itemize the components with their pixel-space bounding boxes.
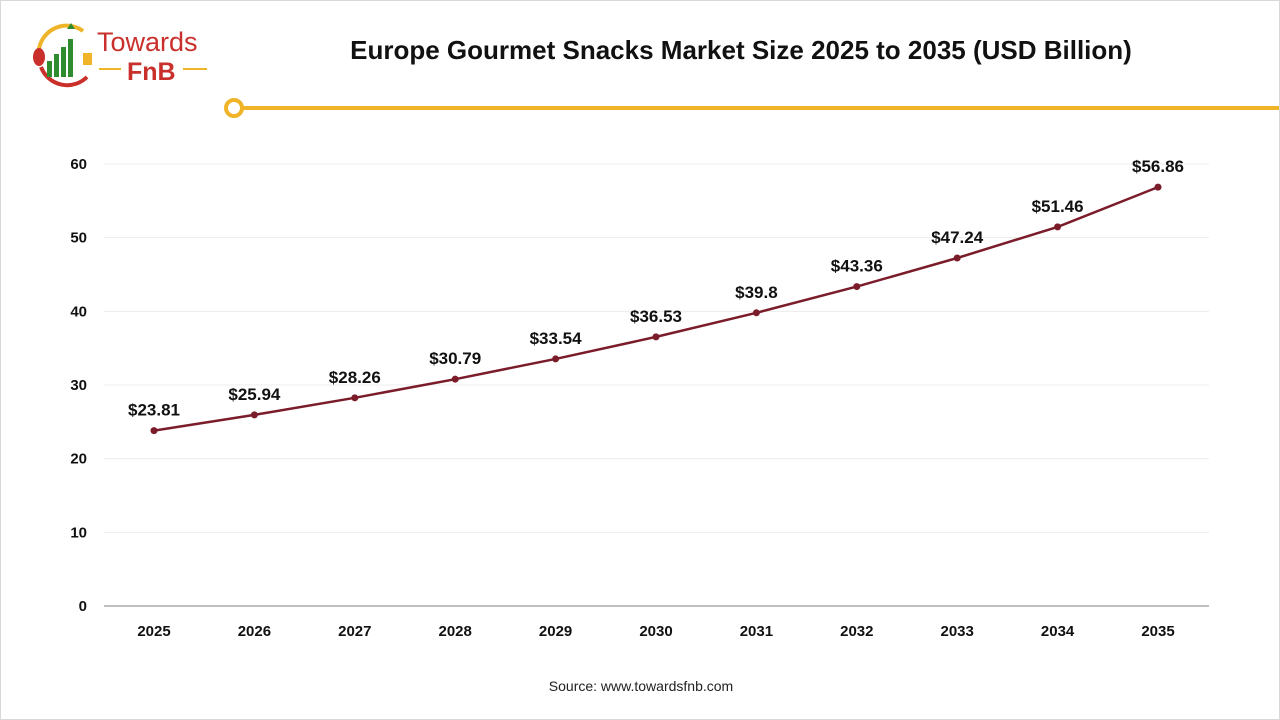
y-tick-label: 50	[70, 230, 87, 247]
y-tick-label: 60	[70, 156, 87, 173]
towards-fnb-logo: Towards FnB	[27, 19, 217, 95]
y-tick-label: 30	[70, 377, 87, 394]
data-label: $23.81	[128, 401, 180, 420]
y-tick-label: 20	[70, 451, 87, 468]
data-label: $36.53	[630, 307, 682, 326]
x-tick-label: 2025	[137, 623, 170, 640]
data-label: $39.8	[735, 283, 778, 302]
y-tick-label: 0	[79, 598, 87, 615]
y-tick-label: 10	[70, 524, 87, 541]
data-point	[652, 333, 660, 341]
x-tick-label: 2029	[539, 623, 572, 640]
data-label: $43.36	[831, 257, 883, 276]
data-label: $25.94	[228, 385, 281, 404]
chart-title: Europe Gourmet Snacks Market Size 2025 t…	[350, 35, 1132, 65]
x-tick-label: 2035	[1141, 623, 1174, 640]
data-point	[250, 411, 258, 419]
data-label: $51.46	[1032, 197, 1084, 216]
x-tick-label: 2031	[740, 623, 773, 640]
data-point	[853, 283, 861, 291]
data-point	[150, 427, 158, 435]
data-label: $28.26	[329, 368, 381, 387]
data-point	[1054, 223, 1062, 231]
x-tick-label: 2033	[941, 623, 974, 640]
y-tick-label: 40	[70, 303, 87, 320]
data-point	[351, 394, 359, 402]
x-tick-label: 2030	[639, 623, 672, 640]
logo-text-line1: Towards	[97, 27, 198, 57]
x-tick-label: 2034	[1041, 623, 1075, 640]
data-label: $56.86	[1132, 157, 1184, 176]
data-label: $30.79	[429, 349, 481, 368]
data-point	[552, 355, 560, 363]
data-label: $33.54	[530, 329, 583, 348]
data-label: $47.24	[931, 228, 984, 247]
data-point	[953, 254, 961, 262]
logo-text-line2: FnB	[127, 58, 176, 86]
x-tick-label: 2028	[439, 623, 472, 640]
x-tick-label: 2027	[338, 623, 371, 640]
source-note: Source: www.towardsfnb.com	[548, 678, 734, 694]
data-point	[1154, 183, 1162, 191]
data-point	[752, 309, 760, 317]
logo-graphic: Towards FnB	[33, 23, 207, 88]
x-tick-label: 2026	[238, 623, 271, 640]
data-point	[451, 375, 459, 383]
x-tick-label: 2032	[840, 623, 873, 640]
